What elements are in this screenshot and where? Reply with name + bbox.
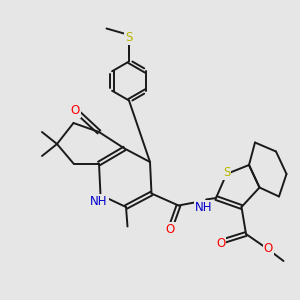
- Text: S: S: [125, 31, 133, 44]
- Text: O: O: [264, 242, 273, 256]
- Text: O: O: [70, 103, 80, 117]
- Text: O: O: [216, 237, 225, 250]
- Text: O: O: [166, 223, 175, 236]
- Text: S: S: [223, 166, 230, 179]
- Text: NH: NH: [195, 201, 213, 214]
- Text: NH: NH: [90, 195, 108, 208]
